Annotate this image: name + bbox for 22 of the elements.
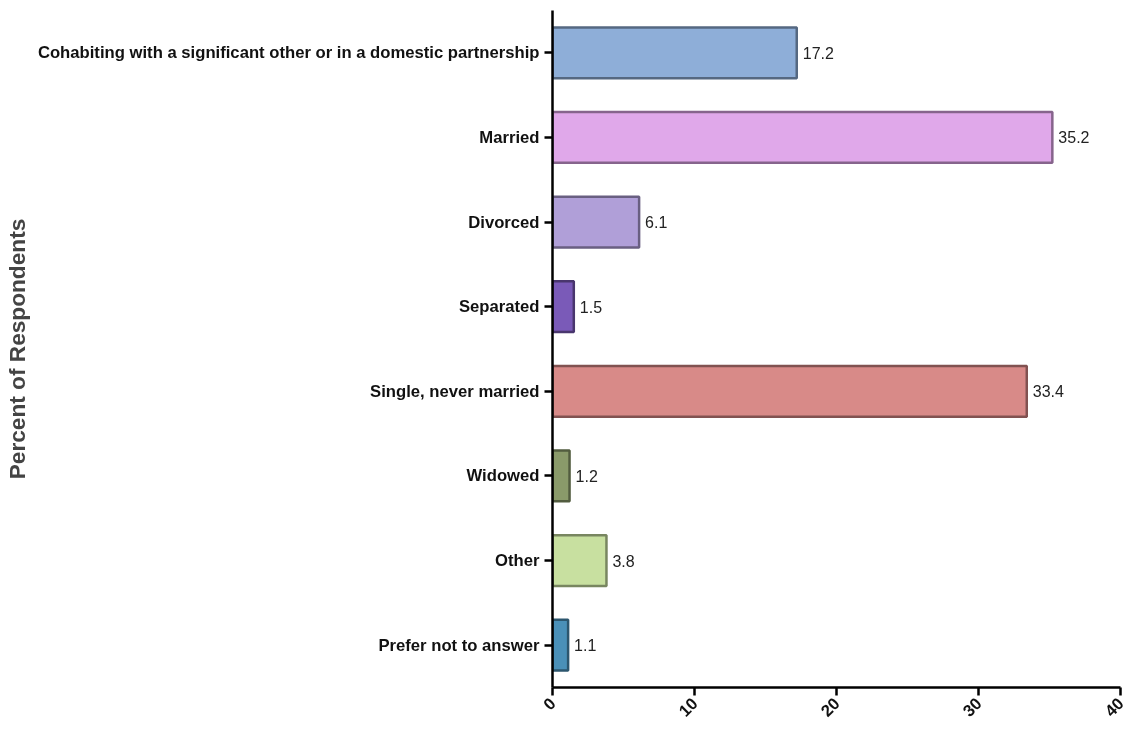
- data-label: 1.1: [574, 637, 597, 655]
- y-tick-label: Cohabiting with a significant other or in a domestic partnership: [37, 43, 540, 63]
- y-tick-label: Separated: [458, 297, 540, 317]
- data-label: 1.5: [579, 298, 603, 316]
- y-tick-label: Single, never married: [370, 381, 540, 401]
- data-label: 1.2: [575, 467, 598, 485]
- y-tick-label: Other: [495, 551, 541, 571]
- y-tick-label: Divorced: [468, 212, 540, 232]
- data-label: 17.2: [802, 44, 834, 62]
- x-tick-label: 0: [539, 694, 560, 715]
- data-label: 3.8: [612, 552, 635, 570]
- data-label: 33.4: [1032, 383, 1065, 401]
- data-label: 6.1: [645, 214, 668, 232]
- x-tick-label: 10: [675, 694, 702, 721]
- data-label: 35.2: [1058, 129, 1090, 147]
- y-tick-label: Prefer not to answer: [378, 635, 541, 655]
- y-tick-label: Married: [479, 127, 540, 147]
- x-tick-label: 40: [1101, 694, 1128, 721]
- x-tick-label: 30: [959, 694, 986, 721]
- y-tick-label: Widowed: [466, 466, 540, 486]
- y-axis-title: Percent of Respondents: [3, 218, 30, 480]
- x-tick-label: 20: [817, 694, 844, 721]
